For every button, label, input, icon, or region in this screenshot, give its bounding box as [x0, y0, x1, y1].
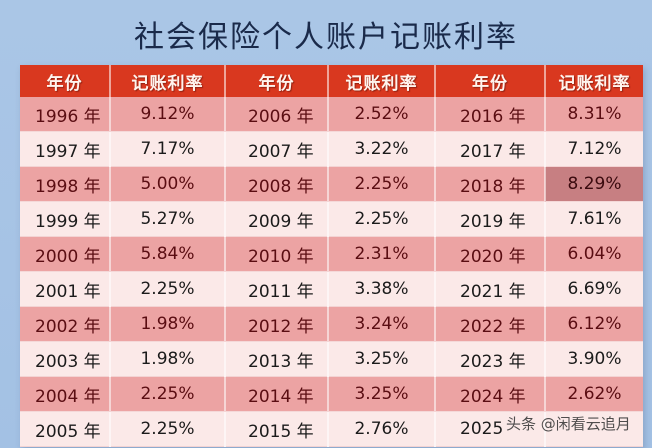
table-row: 1996 年 9.12% 2006 年 2.52% 2016 年 8.31% [20, 97, 643, 132]
year-cell: 2020 年 [435, 236, 546, 272]
rate-cell: 9.12% [110, 97, 226, 132]
rate-cell: 2.25% [110, 376, 226, 412]
rate-cell-highlighted: 8.29% [545, 166, 643, 202]
year-cell: 1997 年 [20, 131, 111, 167]
rate-cell [545, 411, 643, 447]
rate-cell: 3.25% [328, 376, 436, 412]
rate-cell: 2.25% [110, 411, 226, 447]
year-cell: 2012 年 [225, 306, 329, 342]
header-rate: 记账利率 [328, 65, 436, 97]
rate-cell: 6.12% [545, 306, 643, 342]
year-cell: 2014 年 [225, 376, 329, 412]
table-row: 1997 年 7.17% 2007 年 3.22% 2017 年 7.12% [20, 131, 643, 167]
year-cell: 2025 [435, 411, 546, 447]
year-cell: 2013 年 [225, 341, 329, 377]
header-rate: 记账利率 [545, 65, 643, 97]
table-header-row: 年份 记账利率 年份 记账利率 年份 记账利率 [20, 65, 643, 97]
year-cell: 2003 年 [20, 341, 111, 377]
rate-cell: 5.00% [110, 166, 226, 202]
year-cell: 2008 年 [225, 166, 329, 202]
year-cell: 2004 年 [20, 376, 111, 412]
year-cell: 2011 年 [225, 271, 329, 307]
rate-cell: 3.24% [328, 306, 436, 342]
rate-cell: 2.25% [328, 166, 436, 202]
year-cell: 1996 年 [20, 97, 111, 132]
year-cell: 2010 年 [225, 236, 329, 272]
year-cell: 2006 年 [225, 97, 329, 132]
table-row: 2004 年 2.25% 2014 年 3.25% 2024 年 2.62% [20, 376, 643, 412]
table-row: 2003 年 1.98% 2013 年 3.25% 2023 年 3.90% [20, 341, 643, 377]
rate-cell: 3.90% [545, 341, 643, 377]
year-cell: 2001 年 [20, 271, 111, 307]
page-title: 社会保险个人账户记账利率 [134, 20, 518, 55]
table-row: 2002 年 1.98% 2012 年 3.24% 2022 年 6.12% [20, 306, 643, 342]
rate-cell: 1.98% [110, 341, 226, 377]
rate-cell: 1.98% [110, 306, 226, 342]
rate-cell: 7.12% [545, 131, 643, 167]
year-cell: 2005 年 [20, 411, 111, 447]
rate-cell: 7.61% [545, 201, 643, 237]
rate-cell: 8.31% [545, 97, 643, 132]
interest-rate-table: 年份 记账利率 年份 记账利率 年份 记账利率 1996 年 9.12% 200… [20, 65, 643, 447]
year-cell: 1998 年 [20, 166, 111, 202]
year-cell: 2019 年 [435, 201, 546, 237]
rate-cell: 3.22% [328, 131, 436, 167]
rate-cell: 2.62% [545, 376, 643, 412]
rate-cell: 6.04% [545, 236, 643, 272]
rate-cell: 5.27% [110, 201, 226, 237]
header-year: 年份 [225, 65, 329, 97]
watermark: 头条 @闲看云追月 [506, 415, 631, 433]
rate-cell: 2.25% [328, 201, 436, 237]
header-year: 年份 [435, 65, 546, 97]
rate-cell: 2.25% [110, 271, 226, 307]
table-row: 1998 年 5.00% 2008 年 2.25% 2018 年 8.29% [20, 166, 643, 202]
rate-cell: 6.69% [545, 271, 643, 307]
year-cell: 2002 年 [20, 306, 111, 342]
rate-cell: 5.84% [110, 236, 226, 272]
table-row: 2001 年 2.25% 2011 年 3.38% 2021 年 6.69% [20, 271, 643, 307]
year-cell: 2022 年 [435, 306, 546, 342]
table-row: 2000 年 5.84% 2010 年 2.31% 2020 年 6.04% [20, 236, 643, 272]
year-cell: 2009 年 [225, 201, 329, 237]
year-cell: 1999 年 [20, 201, 111, 237]
year-cell: 2024 年 [435, 376, 546, 412]
table-row: 1999 年 5.27% 2009 年 2.25% 2019 年 7.61% [20, 201, 643, 237]
header-rate: 记账利率 [110, 65, 226, 97]
year-cell: 2000 年 [20, 236, 111, 272]
rate-cell: 7.17% [110, 131, 226, 167]
rate-cell: 3.25% [328, 341, 436, 377]
header-year: 年份 [20, 65, 111, 97]
rate-cell: 2.52% [328, 97, 436, 132]
year-cell: 2015 年 [225, 411, 329, 447]
year-cell: 2016 年 [435, 97, 546, 132]
year-cell: 2017 年 [435, 131, 546, 167]
year-cell: 2023 年 [435, 341, 546, 377]
rate-cell: 3.38% [328, 271, 436, 307]
year-cell: 2021 年 [435, 271, 546, 307]
rate-cell: 2.76% [328, 411, 436, 447]
rate-cell: 2.31% [328, 236, 436, 272]
year-cell: 2007 年 [225, 131, 329, 167]
table-row: 2005 年 2.25% 2015 年 2.76% 2025 [20, 411, 643, 447]
year-cell: 2018 年 [435, 166, 546, 202]
